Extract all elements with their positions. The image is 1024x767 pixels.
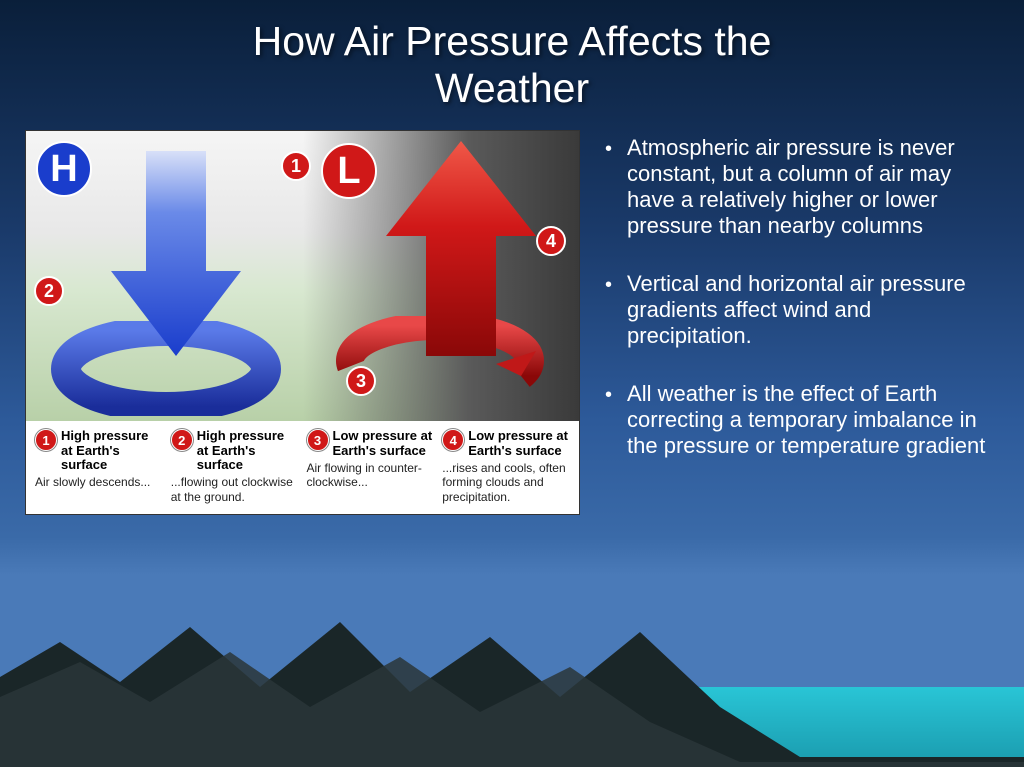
content-row: H L xyxy=(0,112,1024,515)
diagram-illustration: H L xyxy=(26,131,579,421)
legend-title-4: Low pressure at Earth's surface xyxy=(468,429,570,458)
bullet-marker-icon: • xyxy=(605,138,612,239)
legend-title-2: High pressure at Earth's surface xyxy=(197,429,299,472)
legend-num-2: 2 xyxy=(171,429,193,451)
pressure-diagram: H L xyxy=(25,130,580,515)
legend-desc-4: ...rises and cools, often forming clouds… xyxy=(442,461,570,504)
h-letter: H xyxy=(50,148,77,191)
bullet-text-1: Atmospheric air pressure is never consta… xyxy=(627,135,999,239)
bullet-2: • Vertical and horizontal air pressure g… xyxy=(605,271,999,349)
legend-item-4: 4 Low pressure at Earth's surface ...ris… xyxy=(438,429,574,504)
legend-num-1: 1 xyxy=(35,429,57,451)
bullet-text-2: Vertical and horizontal air pressure gra… xyxy=(627,271,999,349)
blue-down-arrow-icon xyxy=(111,151,241,361)
legend-title-1: High pressure at Earth's surface xyxy=(61,429,163,472)
legend-num-3: 3 xyxy=(307,429,329,451)
l-letter: L xyxy=(337,150,360,193)
mountains-icon xyxy=(0,587,1024,767)
title-line-2: Weather xyxy=(435,65,589,111)
bullet-3: • All weather is the effect of Earth cor… xyxy=(605,381,999,459)
legend-item-3: 3 Low pressure at Earth's surface Air fl… xyxy=(303,429,439,504)
red-up-arrow-icon xyxy=(386,141,536,356)
legend-num-4: 4 xyxy=(442,429,464,451)
bullet-text-3: All weather is the effect of Earth corre… xyxy=(627,381,999,459)
title-line-1: How Air Pressure Affects the xyxy=(253,18,772,64)
legend-desc-2: ...flowing out clockwise at the ground. xyxy=(171,475,299,504)
high-pressure-badge: H xyxy=(36,141,92,197)
legend-title-3: Low pressure at Earth's surface xyxy=(333,429,435,458)
legend-item-1: 1 High pressure at Earth's surface Air s… xyxy=(31,429,167,504)
marker-2: 2 xyxy=(34,276,64,306)
diagram-legend: 1 High pressure at Earth's surface Air s… xyxy=(26,421,579,514)
bullet-marker-icon: • xyxy=(605,274,612,349)
bullet-marker-icon: • xyxy=(605,384,612,459)
bullet-1: • Atmospheric air pressure is never cons… xyxy=(605,135,999,239)
legend-desc-3: Air flowing in counter-clockwise... xyxy=(307,461,435,490)
legend-item-2: 2 High pressure at Earth's surface ...fl… xyxy=(167,429,303,504)
low-pressure-badge: L xyxy=(321,143,377,199)
page-title: How Air Pressure Affects the Weather xyxy=(0,0,1024,112)
legend-desc-1: Air slowly descends... xyxy=(35,475,163,489)
slide: How Air Pressure Affects the Weather H L xyxy=(0,0,1024,767)
bullet-list: • Atmospheric air pressure is never cons… xyxy=(605,130,999,515)
